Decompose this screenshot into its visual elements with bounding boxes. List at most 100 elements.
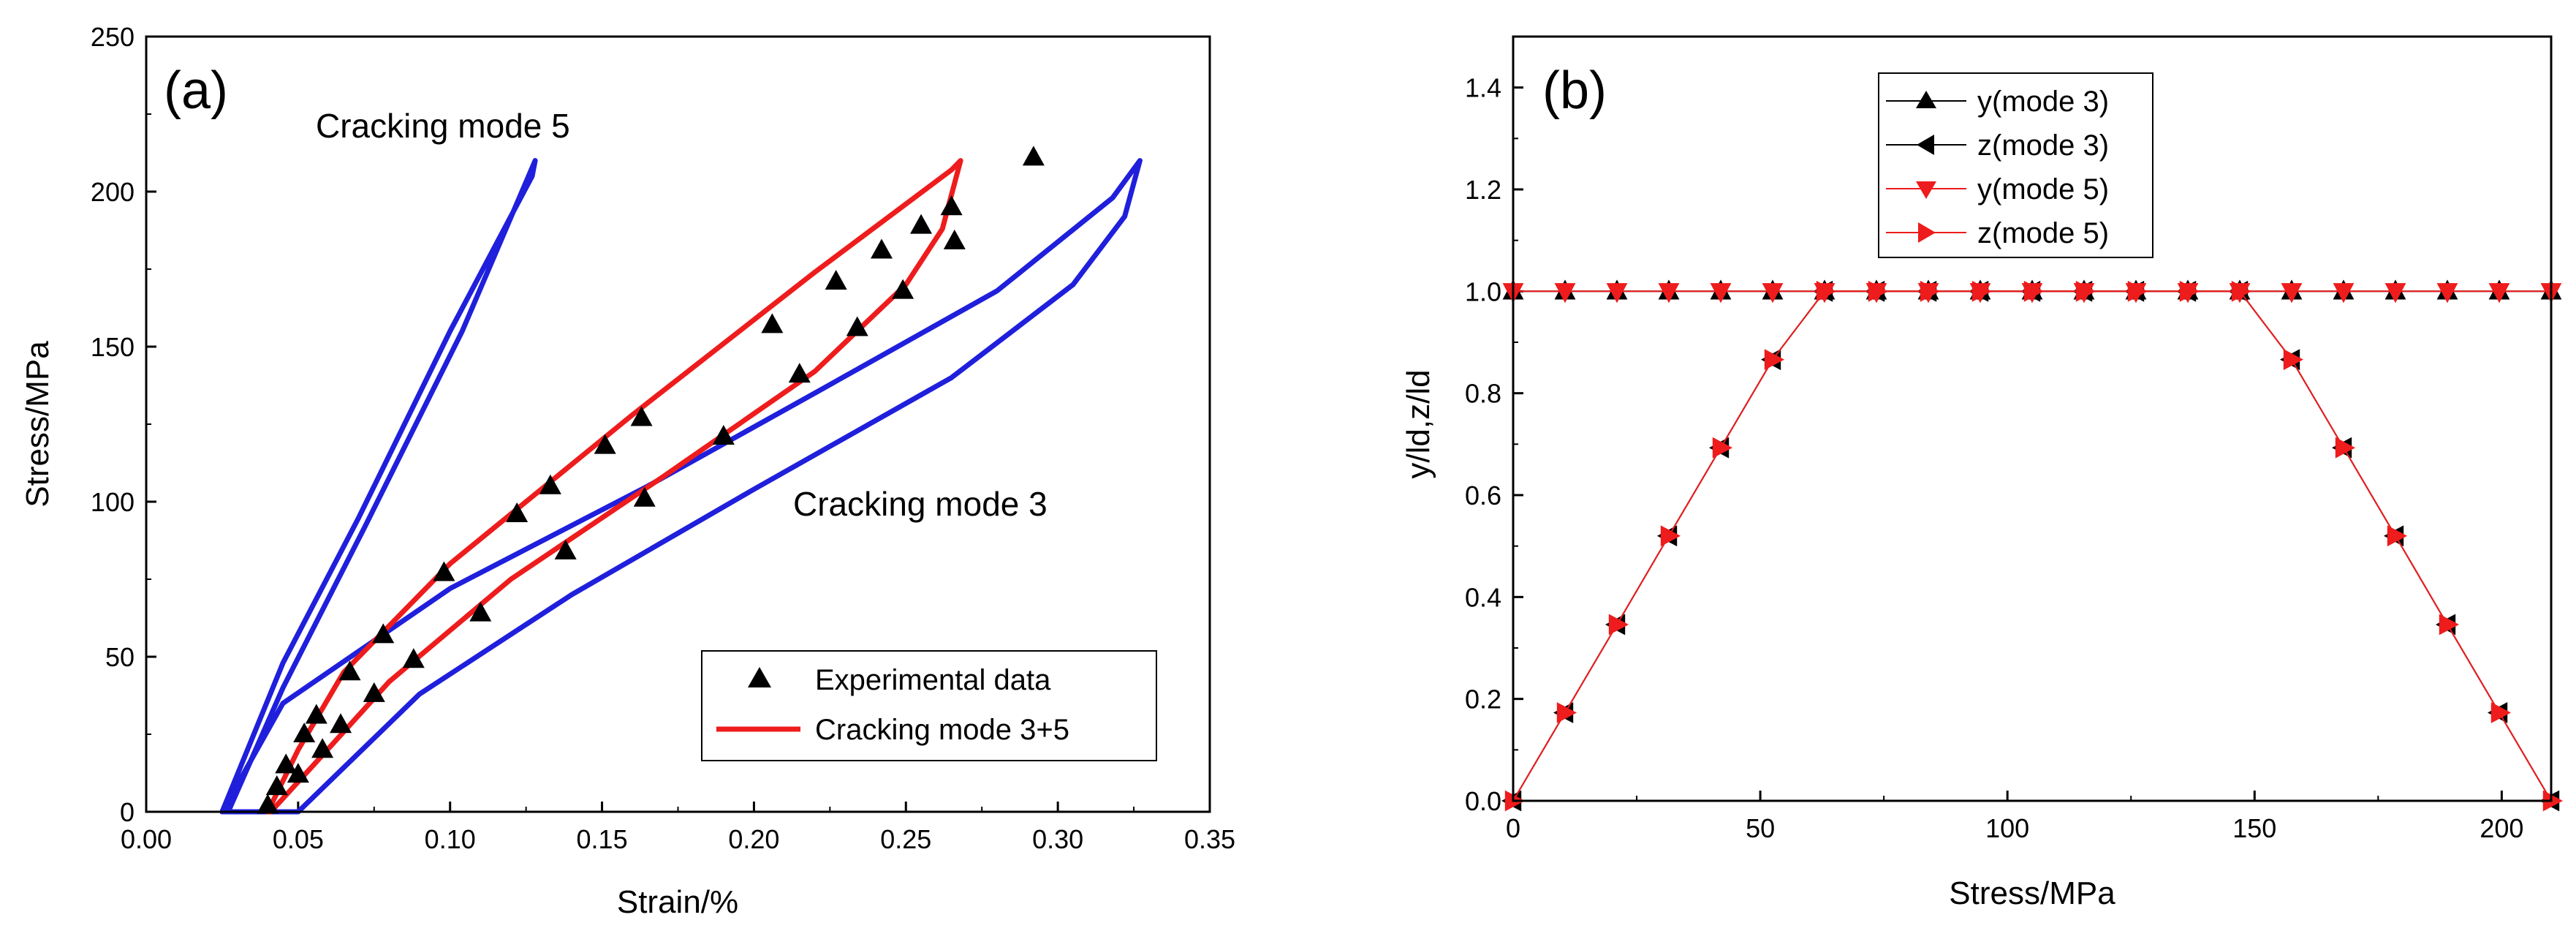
legend-z-mode5-marker [1918, 222, 1936, 243]
experimental-data-point [265, 775, 288, 796]
panel-b-y-axis-label: y/ld,z/ld [1401, 369, 1436, 478]
panel-a-x-axis-label: Strain/% [617, 884, 738, 920]
series-y-mode-5-point [1658, 283, 1680, 304]
series-y-mode-5-point [2333, 283, 2355, 304]
panel-a-x-tick-label: 0.30 [1032, 824, 1083, 854]
experimental-data-point [554, 539, 577, 559]
panel-a-y-tick-label: 250 [91, 22, 135, 52]
series-cracking-mode-3-5 [265, 158, 963, 815]
panel-b-y-tick-label: 1.4 [1465, 73, 1501, 103]
experimental-data-point [871, 238, 893, 259]
experimental-data-point [630, 406, 653, 426]
series-cracking-mode-5 [219, 158, 538, 815]
panel-b-x-tick-label: 0 [1506, 813, 1520, 843]
panel-b-y-tick-label: 1.2 [1465, 175, 1501, 205]
experimental-data-point [846, 316, 868, 336]
series-z-mode-5-point [2283, 349, 2303, 371]
experimental-data-point [940, 195, 963, 216]
series-z-mode-5-point [1660, 525, 1681, 547]
experimental-data-point [363, 682, 385, 702]
series-y-mode-5-point [2436, 283, 2458, 304]
panel-a: 0.00 0.05 0.10 0.15 0.20 0.25 0.30 0.35 0 50 100 15… [20, 22, 1235, 920]
series-y-mode-5-point [2488, 283, 2510, 304]
experimental-data-point [892, 279, 914, 299]
panel-b-y-tick-label: 0.4 [1465, 582, 1501, 612]
experimental-data-point [372, 623, 395, 644]
series-z-mode-5-point [2023, 280, 2044, 302]
experimental-data-point [943, 229, 966, 249]
experimental-data-point [594, 434, 616, 454]
panel-a-x-tick-label: 0.15 [577, 824, 628, 854]
series-z-mode-5-point [2490, 702, 2511, 723]
experimental-data-point [293, 723, 316, 742]
series-z-mode-5-point [1868, 280, 1888, 302]
experimental-data-point [469, 601, 492, 622]
series-z-mode-5-point [1712, 437, 1732, 459]
series-y-mode-5-point [2384, 283, 2406, 304]
legend-experimental-data: Experimental data [815, 664, 1051, 696]
panel-b-y-tick-label: 0.8 [1465, 379, 1501, 409]
panel-a-legend-box [701, 650, 1157, 761]
legend-z-mode5: z(mode 5) [1977, 217, 2109, 249]
panel-b-y-tick-label: 0.6 [1465, 480, 1501, 510]
panel-b: 0 50 100 150 200 0.0 0.2 0.4 0.6 0.8 1.0 1.2 1.4 (b)… [1401, 35, 2563, 911]
series-z-mode-5-point [2179, 280, 2200, 302]
panel-a-x-tick-label: 0.05 [273, 824, 324, 854]
panel-b-x-tick-label: 200 [2480, 813, 2523, 843]
experimental-data-point [910, 214, 933, 234]
experimental-data-point [402, 648, 425, 668]
panel-a-x-tick-label: 0.20 [728, 824, 779, 854]
panel-a-y-tick-label: 50 [105, 642, 135, 672]
panel-a-frame [145, 35, 1211, 813]
series-y-mode-5-point [1762, 283, 1784, 304]
experimental-data-point [330, 713, 352, 734]
panel-b-legend: y(mode 3) z(mode 3) y(mode 5) z(mode 5) [1878, 72, 2153, 258]
panel-b-label: (b) [1542, 61, 1607, 120]
panel-b-y-tick-label: 0.2 [1465, 685, 1501, 715]
series-y-mode-5-point [2281, 283, 2303, 304]
experimental-data-point [287, 763, 309, 783]
legend-y-mode5: y(mode 5) [1977, 173, 2109, 206]
series-y-mode-5-point [1710, 283, 1732, 304]
panel-a-ticks: 0.00 0.05 0.10 0.15 0.20 0.25 0.30 0.35 0 50 100 15… [91, 22, 1235, 854]
series-y-mode-5-point [1554, 283, 1576, 304]
legend-y-mode3: y(mode 3) [1977, 86, 2109, 118]
series-z-mode-5-point [1920, 280, 1940, 302]
experimental-data-point [433, 561, 455, 581]
experimental-data-point [1022, 146, 1045, 166]
legend-z-mode3-marker [1917, 135, 1934, 155]
experimental-data-point [305, 704, 327, 724]
series-cracking-mode-3 [219, 158, 1143, 815]
panel-b-series [1501, 279, 2563, 812]
experimental-data-point [633, 486, 656, 507]
legend-experimental-marker [748, 667, 771, 687]
panel-b-x-tick-label: 100 [1985, 813, 2029, 843]
panel-a-x-tick-label: 0.25 [880, 824, 931, 854]
panel-a-y-tick-label: 200 [91, 177, 135, 207]
series-y-mode-5-point [1606, 283, 1628, 304]
experimental-data-point [275, 753, 298, 774]
panel-a-x-tick-label: 0.10 [425, 824, 476, 854]
legend-cracking-mode-35: Cracking mode 3+5 [815, 714, 1069, 746]
series-z-mode-5-point [2542, 790, 2563, 812]
panel-b-frame [1512, 35, 2553, 802]
panel-a-y-axis-label: Stress/MPa [20, 341, 56, 508]
series-z-mode-5-point [1608, 614, 1629, 636]
panel-a-x-tick-label: 0.00 [121, 824, 172, 854]
panel-b-y-tick-label: 0.0 [1465, 786, 1501, 816]
legend-z-mode3: z(mode 3) [1977, 129, 2109, 162]
panel-a-y-tick-label: 100 [91, 487, 135, 517]
series-z-mode-5-point [1971, 280, 1992, 302]
panel-a-x-tick-label: 0.35 [1184, 824, 1235, 854]
panel-b-x-tick-label: 50 [1746, 813, 1775, 843]
experimental-data-point [825, 269, 847, 290]
experimental-data-point [539, 474, 561, 494]
experimental-data-point [788, 363, 811, 383]
experimental-data-point [338, 660, 361, 681]
experimental-data-point [257, 794, 279, 814]
series-z-mode-5-point [2231, 280, 2251, 302]
panel-a-y-tick-label: 0 [120, 797, 135, 827]
panel-b-x-axis-label: Stress/MPa [1949, 875, 2115, 911]
panel-b-y-tick-label: 1.0 [1465, 276, 1501, 306]
